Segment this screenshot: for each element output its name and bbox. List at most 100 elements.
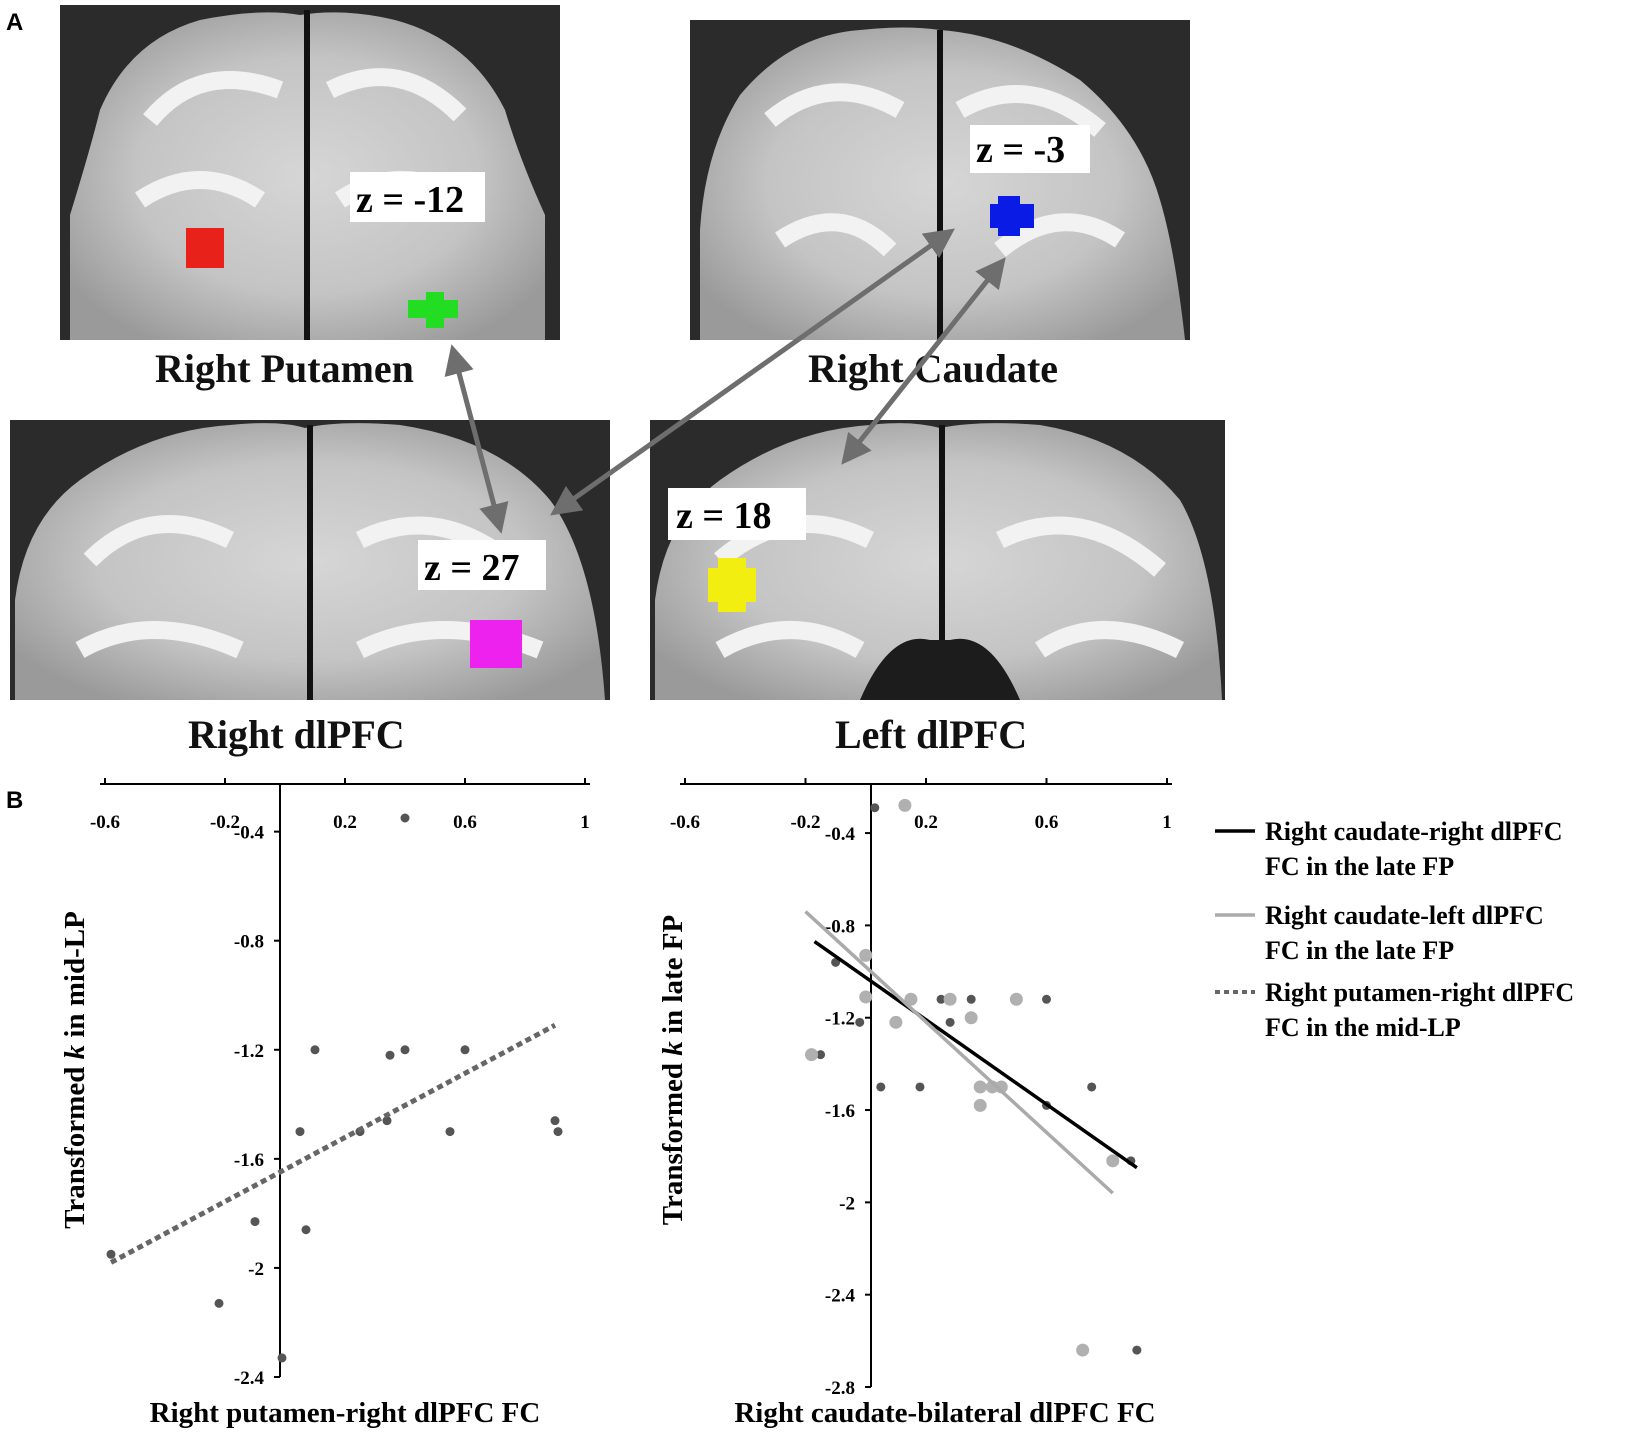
x-tick-label: -0.2 <box>790 812 820 833</box>
white-matter <box>135 68 475 208</box>
roi-red <box>186 228 224 268</box>
arrow-putamen-right-dlpfc <box>444 344 509 534</box>
brain-slice-right-caudate: z = -3 Right Caudate <box>690 20 1190 391</box>
region-label: Right dlPFC <box>188 712 405 757</box>
data-point <box>1087 1082 1097 1092</box>
arrow-caudate-left-dlpfc <box>841 257 1006 465</box>
chart-caudate-late-fp: -0.6 -0.2 0.2 0.6 1 -0.4 -0.8 -1.2 -1.6 -2 -2.4 -2.… <box>657 778 1172 1429</box>
data-point <box>859 990 873 1004</box>
data-point <box>550 1116 560 1126</box>
z-label: z = -12 <box>356 179 464 221</box>
x-tick-label: -0.6 <box>90 812 120 833</box>
panel-b: B -0.6 -0.2 0.2 0.6 1 -0.4 -0.8 -1.2 -1.6 -2 -2.4 R… <box>6 778 1574 1429</box>
data-point <box>400 813 410 823</box>
data-point <box>295 1127 305 1137</box>
data-point <box>855 1017 865 1027</box>
roi-magenta <box>470 620 522 668</box>
data-point <box>460 1045 470 1055</box>
data-point <box>1076 1343 1090 1357</box>
data-point <box>382 1116 392 1126</box>
y-tick-label: -1.2 <box>234 1041 264 1062</box>
y-tick-label: -2 <box>248 1259 264 1280</box>
roi-green <box>408 292 458 328</box>
y-axis-title-part: in mid-LP <box>59 911 91 1045</box>
y-axis-title-part: Transformed <box>59 1059 91 1228</box>
data-point <box>214 1298 224 1308</box>
data-point <box>973 1098 987 1112</box>
legend-label-line2: FC in the late FP <box>1265 852 1454 881</box>
data-point <box>876 1082 886 1092</box>
y-tick-label: -1.6 <box>825 1101 855 1122</box>
brain-slice-right-dlpfc: z = 27 Right dlPFC <box>10 420 610 760</box>
data-point <box>943 992 957 1006</box>
region-label: Left dlPFC <box>835 712 1027 757</box>
chart-putamen-mid-lp: -0.6 -0.2 0.2 0.6 1 -0.4 -0.8 -1.2 -1.6 -2 -2.4 Rig… <box>59 778 590 1429</box>
data-point <box>301 1225 311 1235</box>
y-tick-label: -2 <box>839 1193 855 1214</box>
legend-label-line1: Right putamen-right dlPFC <box>1265 978 1574 1007</box>
x-tick-label: 0.6 <box>1035 812 1059 833</box>
y-axis-title-part: in late FP <box>657 915 689 1041</box>
data-point <box>400 1045 410 1055</box>
roi-yellow <box>708 558 756 612</box>
data-point <box>106 1249 116 1259</box>
y-tick-label: -0.8 <box>825 916 855 937</box>
x-tick-label: 1 <box>1162 812 1172 833</box>
y-axis-title-part: Transformed <box>657 1056 689 1225</box>
z-label: z = 27 <box>424 547 520 589</box>
data-point <box>889 1015 903 1029</box>
legend-label-line1: Right caudate-left dlPFC <box>1265 901 1544 930</box>
x-tick-label: -0.2 <box>210 812 240 833</box>
z-label: z = -3 <box>976 129 1065 171</box>
data-point <box>859 948 873 962</box>
connection-arrows <box>444 228 1006 534</box>
data-point <box>1132 1345 1142 1355</box>
data-point <box>964 1011 978 1025</box>
y-tick-label: -2.4 <box>825 1286 856 1307</box>
data-point <box>310 1045 320 1055</box>
x-tick-label: 0.6 <box>453 812 477 833</box>
data-point <box>1009 992 1023 1006</box>
legend: Right caudate-right dlPFC FC in the late… <box>1215 817 1574 1042</box>
z-label-box <box>970 125 1090 173</box>
y-tick-label: -1.2 <box>825 1009 855 1030</box>
y-axis-title-part: k <box>657 1041 689 1056</box>
x-tick-label: -0.6 <box>670 812 700 833</box>
z-label: z = 18 <box>676 495 772 537</box>
data-point <box>915 1082 925 1092</box>
panel-b-letter: B <box>6 787 23 814</box>
ventricles <box>860 638 1020 700</box>
z-label-box <box>418 540 546 590</box>
data-point <box>385 1050 395 1060</box>
data-point <box>250 1217 260 1227</box>
data-point <box>898 798 912 812</box>
data-point <box>870 803 880 813</box>
x-tick-label: 0.2 <box>333 812 357 833</box>
data-point <box>277 1353 287 1363</box>
white-matter <box>764 83 1125 258</box>
y-tick-label: -1.6 <box>234 1150 264 1171</box>
data-point <box>816 1050 826 1060</box>
data-point <box>553 1127 563 1137</box>
brain-slice-right-putamen: z = -12 Right Putamen <box>60 5 560 391</box>
data-point <box>936 994 946 1004</box>
region-label: Right Putamen <box>155 346 414 391</box>
y-tick-label: -0.4 <box>825 824 856 845</box>
brain-slice-left-dlpfc: z = 18 Left dlPFC <box>650 420 1225 760</box>
x-tick-label: 0.2 <box>914 812 938 833</box>
y-tick-label: -0.8 <box>234 932 264 953</box>
data-point <box>966 994 976 1004</box>
z-label-box <box>350 172 485 222</box>
x-axis-title: Right caudate-bilateral dlPFC FC <box>734 1397 1155 1429</box>
data-point <box>831 957 841 967</box>
roi-blue <box>990 196 1034 236</box>
data-point <box>1042 994 1051 1004</box>
data-point <box>945 1017 955 1027</box>
regression-line <box>109 1023 557 1265</box>
white-matter <box>75 515 544 659</box>
x-tick-label: 1 <box>580 812 590 833</box>
x-axis-title: Right putamen-right dlPFC FC <box>150 1397 541 1429</box>
regression-line <box>813 940 1138 1170</box>
y-tick-label: -2.4 <box>234 1368 265 1389</box>
legend-label-line1: Right caudate-right dlPFC <box>1265 817 1563 846</box>
